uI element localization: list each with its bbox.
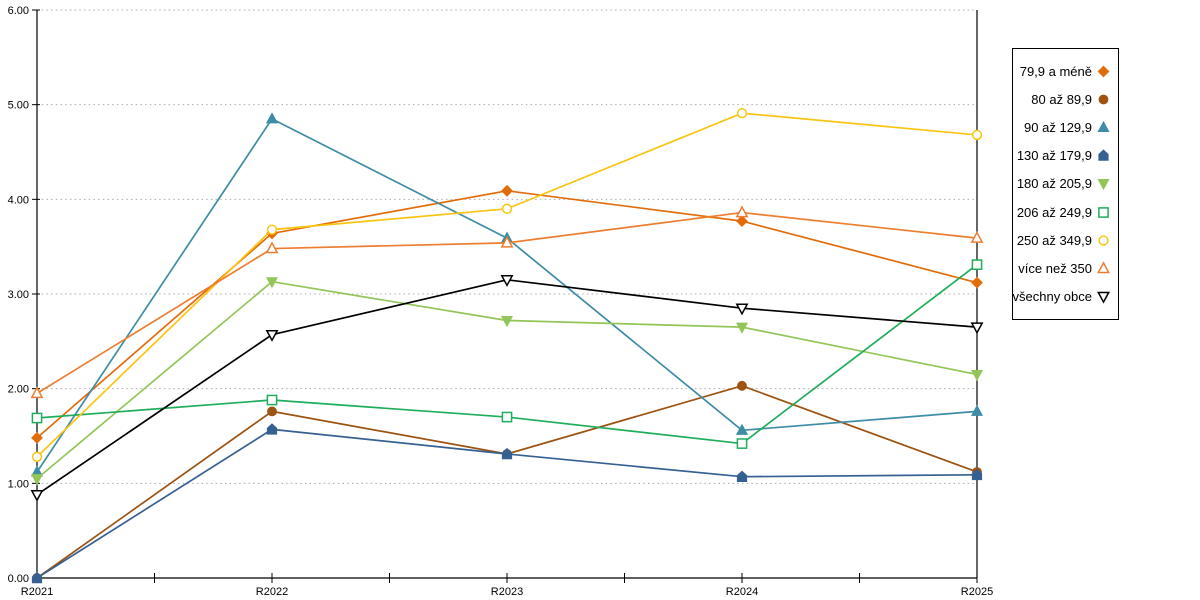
legend-label: všechny obce [1012, 288, 1093, 304]
pentagon-marker-icon [736, 470, 748, 483]
circle-icon [1098, 94, 1109, 105]
pentagon-marker-icon [1098, 149, 1109, 162]
triangle-up-marker-icon [500, 235, 514, 248]
legend-label: 180 až 205,9 [1016, 176, 1092, 192]
triangle-up-marker-icon [735, 423, 749, 435]
legend: 79,9 a méně 80 až 89,9 90 až 129,9 130 až 1… [1012, 48, 1119, 320]
triangle-up-marker-icon [735, 205, 749, 218]
y-tick-label: 4.00 [8, 194, 29, 206]
x-tick-label: R2025 [961, 586, 993, 598]
legend-item-2: 90 až 129,9 [1024, 120, 1111, 135]
diamond-marker-icon [501, 184, 513, 197]
circle-marker-icon [1098, 94, 1109, 105]
legend-item-8: všechny obce [1013, 289, 1112, 304]
triangle-down-marker-icon [30, 474, 44, 486]
x-tick-label: R2021 [21, 586, 53, 598]
circle-marker-icon [267, 406, 277, 417]
triangle-down-icon [1097, 179, 1110, 191]
diamond-marker-icon [1097, 65, 1110, 78]
legend-label: 80 až 89,9 [1031, 92, 1092, 108]
triangle-down-marker-icon [30, 489, 44, 502]
square-marker-icon [266, 394, 278, 406]
legend-item-1: 80 až 89,9 [1031, 92, 1111, 107]
circle-icon [1098, 235, 1109, 246]
triangle-up-icon [1097, 261, 1110, 273]
circle-marker-icon [266, 224, 278, 235]
legend-item-4: 180 až 205,9 [1017, 176, 1111, 191]
legend-label: více než 350 [1018, 260, 1092, 276]
pentagon-marker-icon [501, 447, 513, 460]
y-tick-label: 6.00 [8, 5, 29, 17]
circle-marker-icon [501, 203, 513, 214]
y-tick-label: 1.00 [8, 478, 29, 490]
triangle-down-marker-icon [970, 369, 984, 382]
pentagon-marker-icon [971, 468, 983, 481]
circle-marker-icon [737, 380, 747, 391]
y-tick-label: 2.00 [8, 384, 29, 396]
square-marker-icon [971, 259, 983, 271]
circle-marker-icon [1098, 235, 1109, 246]
legend-item-3: 130 až 179,9 [1017, 148, 1111, 163]
legend-label: 90 až 129,9 [1024, 120, 1092, 136]
triangle-up-marker-icon [265, 112, 279, 124]
triangle-down-marker-icon [265, 329, 279, 342]
y-tick-label: 3.00 [8, 289, 29, 301]
series-line-0 [36, 189, 978, 439]
triangle-up-marker-icon [970, 404, 984, 416]
diamond-marker-icon [31, 431, 43, 444]
legend-item-5: 206 až 249,9 [1017, 205, 1111, 220]
triangle-up-marker-icon [30, 386, 44, 399]
triangle-down-marker-icon [735, 322, 749, 334]
circle-marker-icon [971, 129, 983, 141]
y-tick-label: 5.00 [8, 100, 29, 112]
square-marker-icon [736, 438, 748, 449]
triangle-down-marker-icon [265, 277, 279, 289]
pentagon-marker-icon [31, 571, 43, 584]
legend-label: 250 až 349,9 [1016, 232, 1092, 248]
triangle-up-marker-icon [1097, 261, 1110, 273]
triangle-down-marker-icon [500, 275, 514, 287]
triangle-down-marker-icon [735, 303, 749, 316]
legend-label: 79,9 a méně [1019, 64, 1092, 80]
triangle-up-marker-icon [1097, 121, 1110, 133]
x-tick-label: R2022 [256, 586, 288, 598]
square-marker-icon [31, 412, 43, 424]
triangle-up-marker-icon [265, 241, 279, 254]
square-icon [1098, 206, 1109, 218]
legend-label: 130 až 179,9 [1016, 148, 1092, 164]
diamond-icon [1097, 65, 1110, 78]
legend-label: 206 až 249,9 [1016, 204, 1092, 220]
pentagon-marker-icon [266, 423, 278, 435]
circle-marker-icon [736, 108, 748, 119]
triangle-down-marker-icon [970, 322, 984, 335]
legend-item-0: 79,9 a méně [1020, 64, 1111, 79]
triangle-down-marker-icon [1097, 179, 1110, 191]
triangle-down-icon [1097, 291, 1110, 304]
x-tick-label: R2023 [491, 586, 523, 598]
pentagon-icon [1098, 149, 1109, 162]
triangle-up-icon [1097, 121, 1110, 133]
triangle-up-marker-icon [970, 230, 984, 243]
square-marker-icon [1098, 206, 1109, 218]
diamond-marker-icon [736, 215, 748, 228]
triangle-down-marker-icon [500, 316, 514, 328]
legend-item-6: 250 až 349,9 [1017, 233, 1111, 248]
square-marker-icon [501, 411, 513, 423]
x-tick-label: R2024 [726, 586, 758, 598]
y-tick-label: 0.00 [8, 573, 29, 585]
triangle-down-marker-icon [1097, 291, 1110, 304]
circle-marker-icon [31, 451, 43, 462]
diamond-marker-icon [971, 276, 983, 289]
legend-item-7: více než 350 [1018, 261, 1111, 276]
series-line-8 [36, 278, 978, 496]
